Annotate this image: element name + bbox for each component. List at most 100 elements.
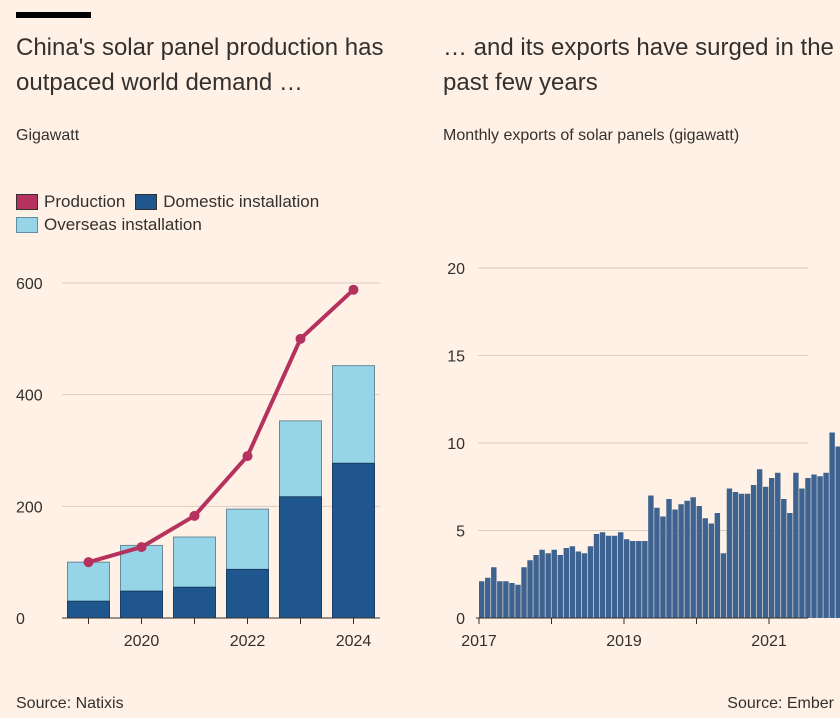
- right-y-tick-label: 10: [447, 436, 465, 453]
- export-bar: [660, 516, 666, 618]
- left-x-tick-label-2024: 2024: [336, 633, 372, 650]
- export-bar: [599, 532, 606, 618]
- right-chart-subtitle: Monthly exports of solar panels (gigawat…: [443, 127, 740, 144]
- export-bar: [714, 513, 721, 618]
- legend-item-production: Production: [16, 192, 125, 212]
- export-bar: [654, 507, 660, 618]
- legend-swatch-production: [16, 193, 38, 210]
- left-chart-title: China's solar panel production has outpa…: [16, 34, 384, 96]
- export-bar: [775, 472, 781, 618]
- export-bar: [817, 476, 823, 618]
- export-bar: [750, 485, 757, 618]
- legend-label-overseas: Overseas installation: [44, 214, 202, 234]
- export-bar: [563, 548, 570, 618]
- left-y-tick-label: 200: [16, 499, 43, 516]
- export-bar: [829, 432, 835, 618]
- export-bar: [485, 577, 491, 618]
- export-bar: [762, 486, 769, 618]
- ft-top-bar: [16, 12, 91, 18]
- legend-label-domestic: Domestic installation: [163, 191, 320, 211]
- export-bar: [479, 581, 485, 618]
- left-y-tick-label: 600: [16, 276, 43, 293]
- legend-swatch-domestic: [135, 193, 158, 210]
- production-line: [87, 288, 355, 565]
- bar-domestic-2023: [279, 496, 322, 619]
- right-x-tick-label-2019: 2019: [606, 633, 642, 650]
- legend-label-production: Production: [44, 191, 126, 211]
- export-bar: [811, 474, 817, 618]
- production-point-2024: [348, 284, 359, 295]
- legend-item-overseas: Overseas installation: [16, 215, 202, 235]
- export-bar: [515, 584, 521, 618]
- production-point-2021: [189, 510, 200, 521]
- export-bar: [835, 446, 840, 618]
- bar-overseas-2022: [226, 508, 269, 570]
- export-bar: [738, 493, 745, 618]
- export-bar: [624, 539, 630, 618]
- export-bar: [726, 488, 733, 618]
- export-bar: [648, 495, 654, 618]
- export-bar: [533, 555, 539, 618]
- export-bar: [708, 523, 715, 618]
- export-bar: [497, 581, 503, 618]
- right-chart-title: … and its exports have surged in the pas…: [443, 34, 834, 96]
- bar-overseas-2021: [173, 536, 216, 588]
- left-x-tick-label-2022: 2022: [230, 633, 266, 650]
- left-y-tick-label: 0: [16, 611, 25, 628]
- bar-overseas-2019: [67, 561, 110, 602]
- export-bar: [678, 504, 684, 618]
- export-bar: [690, 497, 696, 618]
- export-bar: [696, 506, 702, 618]
- bar-overseas-2024: [332, 365, 375, 464]
- export-bar: [793, 472, 799, 618]
- bar-domestic-2022: [226, 568, 269, 619]
- export-bar: [672, 509, 678, 618]
- left-x-tick-label-2020: 2020: [124, 633, 160, 650]
- production-point-2020: [136, 542, 147, 553]
- export-bar: [823, 472, 829, 618]
- export-bar: [527, 560, 533, 618]
- legend-item-domestic: Domestic installation: [135, 192, 319, 212]
- right-x-tick-label-2017: 2017: [461, 633, 497, 650]
- export-bar: [545, 553, 551, 618]
- right-y-tick-label: 5: [456, 524, 465, 541]
- export-bar: [769, 478, 775, 618]
- production-point-2023: [295, 333, 306, 344]
- export-bar: [617, 532, 624, 618]
- export-bar: [805, 478, 811, 618]
- right-x-tick-label-2021: 2021: [751, 633, 787, 650]
- right-chart-source: Source: Ember: [727, 695, 834, 712]
- export-bar: [503, 581, 509, 618]
- export-bar: [605, 535, 612, 618]
- export-bar: [521, 567, 527, 618]
- left-y-tick-label: 400: [16, 388, 43, 405]
- right-y-tick-label: 20: [447, 261, 465, 278]
- export-bar: [509, 583, 515, 618]
- bar-domestic-2020: [120, 590, 163, 619]
- legend-swatch-overseas: [16, 216, 38, 233]
- bar-domestic-2024: [332, 462, 375, 619]
- export-bar: [491, 567, 497, 618]
- left-chart-legend: Production Domestic installation Oversea…: [16, 190, 376, 236]
- export-bar: [744, 493, 751, 618]
- right-y-tick-label: 0: [456, 611, 465, 628]
- export-bar: [720, 553, 727, 618]
- export-bar: [539, 549, 545, 618]
- export-bar: [587, 546, 594, 618]
- export-bar: [569, 546, 576, 618]
- export-bar: [611, 535, 618, 618]
- export-bar: [732, 492, 739, 618]
- right-y-tick-label: 15: [447, 349, 465, 366]
- export-bar: [630, 541, 636, 618]
- export-bar: [756, 469, 763, 618]
- export-bar: [551, 549, 557, 618]
- export-bar: [702, 518, 708, 618]
- left-chart-source: Source: Natixis: [16, 695, 124, 712]
- production-point-2022: [242, 451, 253, 462]
- export-bar: [684, 500, 690, 618]
- bar-domestic-2021: [173, 586, 216, 619]
- export-bar: [787, 513, 793, 618]
- bar-domestic-2019: [67, 600, 110, 619]
- export-bar: [799, 488, 805, 618]
